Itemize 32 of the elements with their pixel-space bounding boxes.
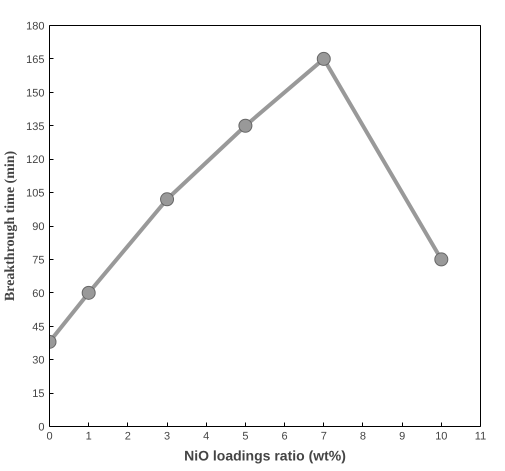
y-tick-label: 60	[32, 288, 45, 300]
x-tick-label: 5	[242, 430, 248, 442]
point	[316, 52, 331, 66]
x-tick-label: 3	[164, 430, 170, 442]
y-tick-label: 150	[26, 87, 45, 100]
x-axis-title: NiO loadings ratio (wt%)	[184, 448, 346, 464]
y-tick-label: 15	[32, 388, 45, 400]
y-tick-label: 75	[32, 254, 45, 266]
y-tick-label: 90	[32, 221, 45, 233]
x-tick-label: 0	[46, 430, 53, 442]
point	[238, 118, 252, 133]
y-axis-title: Breakthrough time (min)	[3, 150, 18, 302]
x-tick-label: 2	[124, 430, 131, 442]
x-tick-label: 1	[86, 430, 92, 442]
x-tick-label: 6	[282, 430, 288, 442]
y-tick-label: 165	[26, 54, 45, 66]
y-tick-label: 180	[26, 20, 45, 32]
x-tick-label: 10	[435, 430, 448, 442]
point	[434, 252, 448, 266]
x-tick-label: 11	[474, 430, 486, 442]
y-tick-label: 105	[26, 188, 45, 200]
point	[82, 286, 96, 300]
x-tick-label: 4	[203, 430, 210, 442]
point	[160, 192, 174, 206]
y-tick-label: 45	[32, 321, 45, 334]
y-tick-label: 0	[38, 422, 45, 434]
x-tick-label: 7	[320, 430, 327, 442]
y-tick-label: 135	[26, 120, 45, 133]
x-tick-label: 9	[399, 430, 406, 442]
x-tick-label: 8	[360, 430, 366, 442]
y-tick-label: 30	[32, 354, 45, 367]
y-tick-label: 120	[26, 154, 45, 166]
